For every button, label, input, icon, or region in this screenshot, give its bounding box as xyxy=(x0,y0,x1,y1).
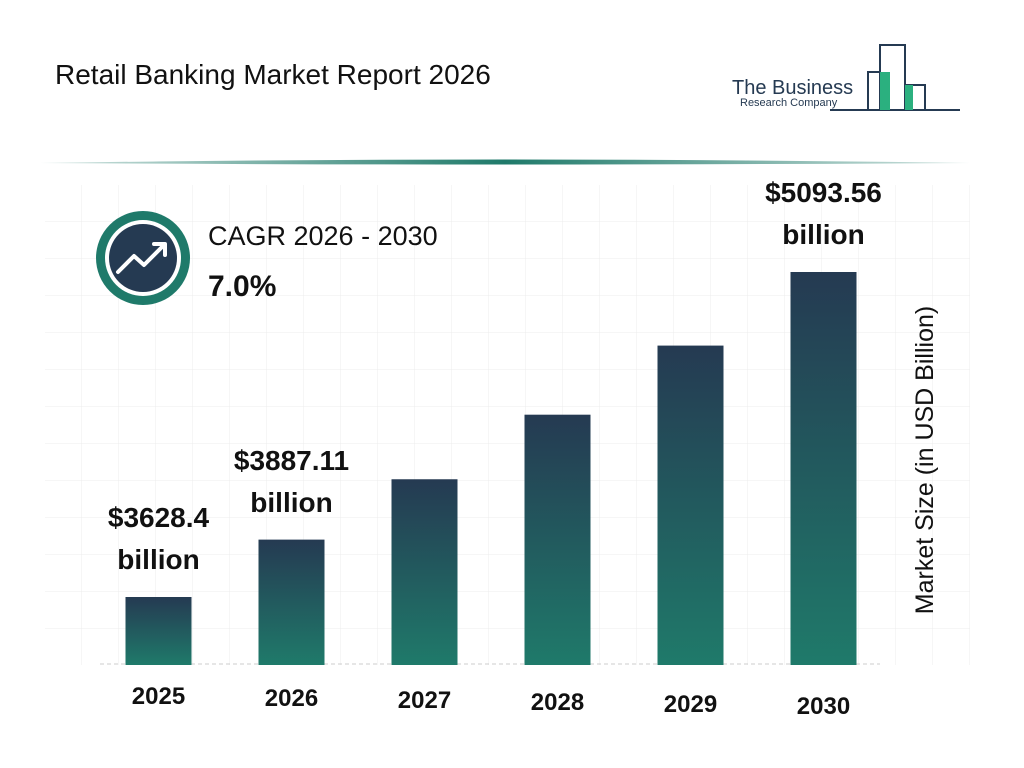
cagr-icon xyxy=(109,224,177,292)
data-label: $5093.56 billion xyxy=(765,177,882,250)
trend-arrow xyxy=(116,242,167,274)
x-tick-label: 2030 xyxy=(796,693,851,720)
bar xyxy=(657,345,724,665)
data-label: $3628.4 billion xyxy=(107,502,210,575)
bar xyxy=(790,272,857,665)
x-tick-label: 2025 xyxy=(131,683,186,710)
data-label: $3887.11 billion xyxy=(233,444,350,518)
bar xyxy=(524,414,591,665)
x-tick-label: 2027 xyxy=(397,687,452,714)
chart-title: Retail Banking Market Report 2026 xyxy=(55,59,491,90)
logo xyxy=(830,44,960,111)
y-axis-label: Market Size (in USD Billion) xyxy=(911,306,939,614)
brand-name: The Business xyxy=(732,77,853,99)
bar xyxy=(258,539,325,665)
x-tick-label: 2029 xyxy=(663,691,718,718)
cagr-label: CAGR 2026 - 2030 xyxy=(208,221,438,251)
bar xyxy=(125,597,192,665)
brand-sub: Research Company xyxy=(740,97,838,109)
cagr-value: 7.0% xyxy=(208,270,276,303)
x-tick-label: 2028 xyxy=(530,689,585,716)
bar xyxy=(391,479,458,665)
separator xyxy=(40,159,970,165)
x-tick-label: 2026 xyxy=(264,685,319,712)
